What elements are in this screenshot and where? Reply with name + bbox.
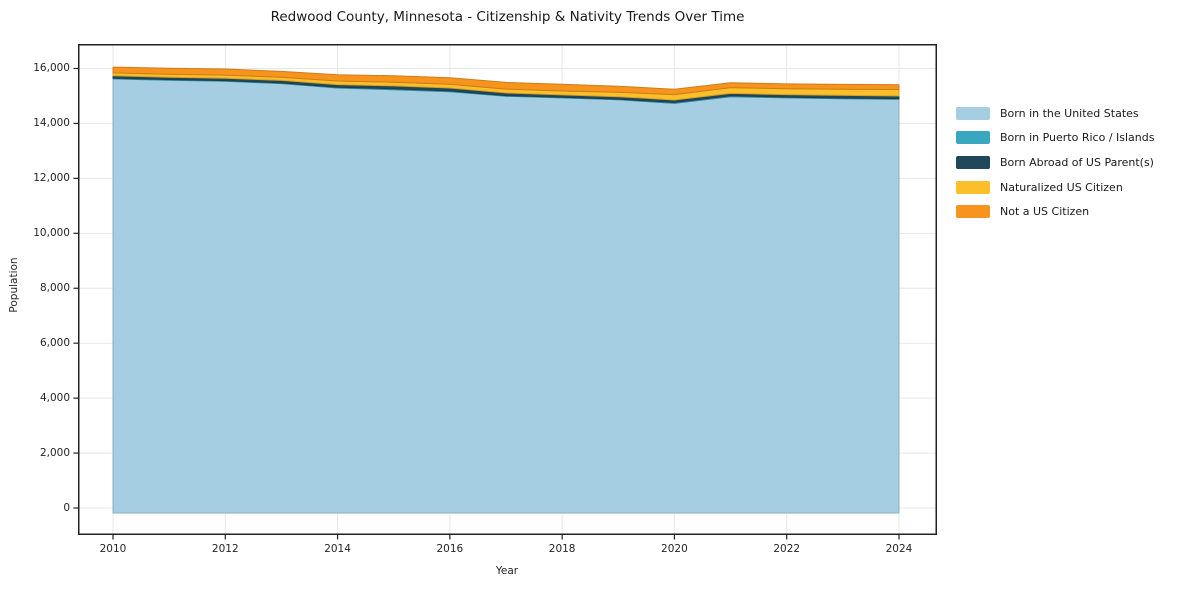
legend-label: Born in Puerto Rico / Islands <box>1000 131 1155 145</box>
y-tick-label: 2,000 <box>39 446 70 459</box>
y-tick-label: 12,000 <box>33 171 70 184</box>
x-tick-label: 2020 <box>661 543 688 555</box>
legend-item: Naturalized US Citizen <box>956 175 1154 200</box>
x-axis-label: Year <box>495 565 519 577</box>
legend-item: Born in the United States <box>956 101 1154 126</box>
legend-swatch <box>956 155 990 169</box>
x-tick-label: 2018 <box>548 543 576 555</box>
x-tick-label: 2012 <box>211 543 239 555</box>
x-tick-label: 2010 <box>99 543 127 555</box>
x-tick-label: 2022 <box>773 543 801 555</box>
y-tick-label: 8,000 <box>39 281 70 294</box>
legend-label: Born in the United States <box>1000 106 1139 120</box>
legend-item: Born in Puerto Rico / Islands <box>956 126 1154 151</box>
y-tick-label: 14,000 <box>33 116 70 129</box>
chart-title: Redwood County, Minnesota - Citizenship … <box>270 9 745 25</box>
area-band <box>112 66 900 96</box>
legend-swatch <box>956 131 990 145</box>
x-tick-label: 2016 <box>436 543 464 555</box>
plot-area <box>73 44 937 540</box>
legend: Born in the United States Born in Puerto … <box>956 101 1154 224</box>
legend-label: Not a US Citizen <box>1000 205 1090 219</box>
legend-label: Naturalized US Citizen <box>1000 180 1123 194</box>
legend-swatch <box>956 180 990 194</box>
y-tick-label: 4,000 <box>39 391 70 404</box>
area-band <box>112 78 900 514</box>
axes-spines <box>78 44 937 535</box>
legend-item: Not a US Citizen <box>956 199 1154 224</box>
y-tick-label: 10,000 <box>33 226 70 239</box>
legend-swatch <box>956 205 990 219</box>
x-tick-label: 2014 <box>324 543 351 555</box>
x-tick-label: 2024 <box>885 543 913 555</box>
y-tick-label: 6,000 <box>39 336 70 349</box>
legend-label: Born Abroad of US Parent(s) <box>1000 155 1154 169</box>
y-tick-label: 0 <box>63 501 70 514</box>
legend-swatch <box>956 106 990 120</box>
y-tick-label: 16,000 <box>33 62 70 74</box>
legend-item: Born Abroad of US Parent(s) <box>956 150 1154 175</box>
